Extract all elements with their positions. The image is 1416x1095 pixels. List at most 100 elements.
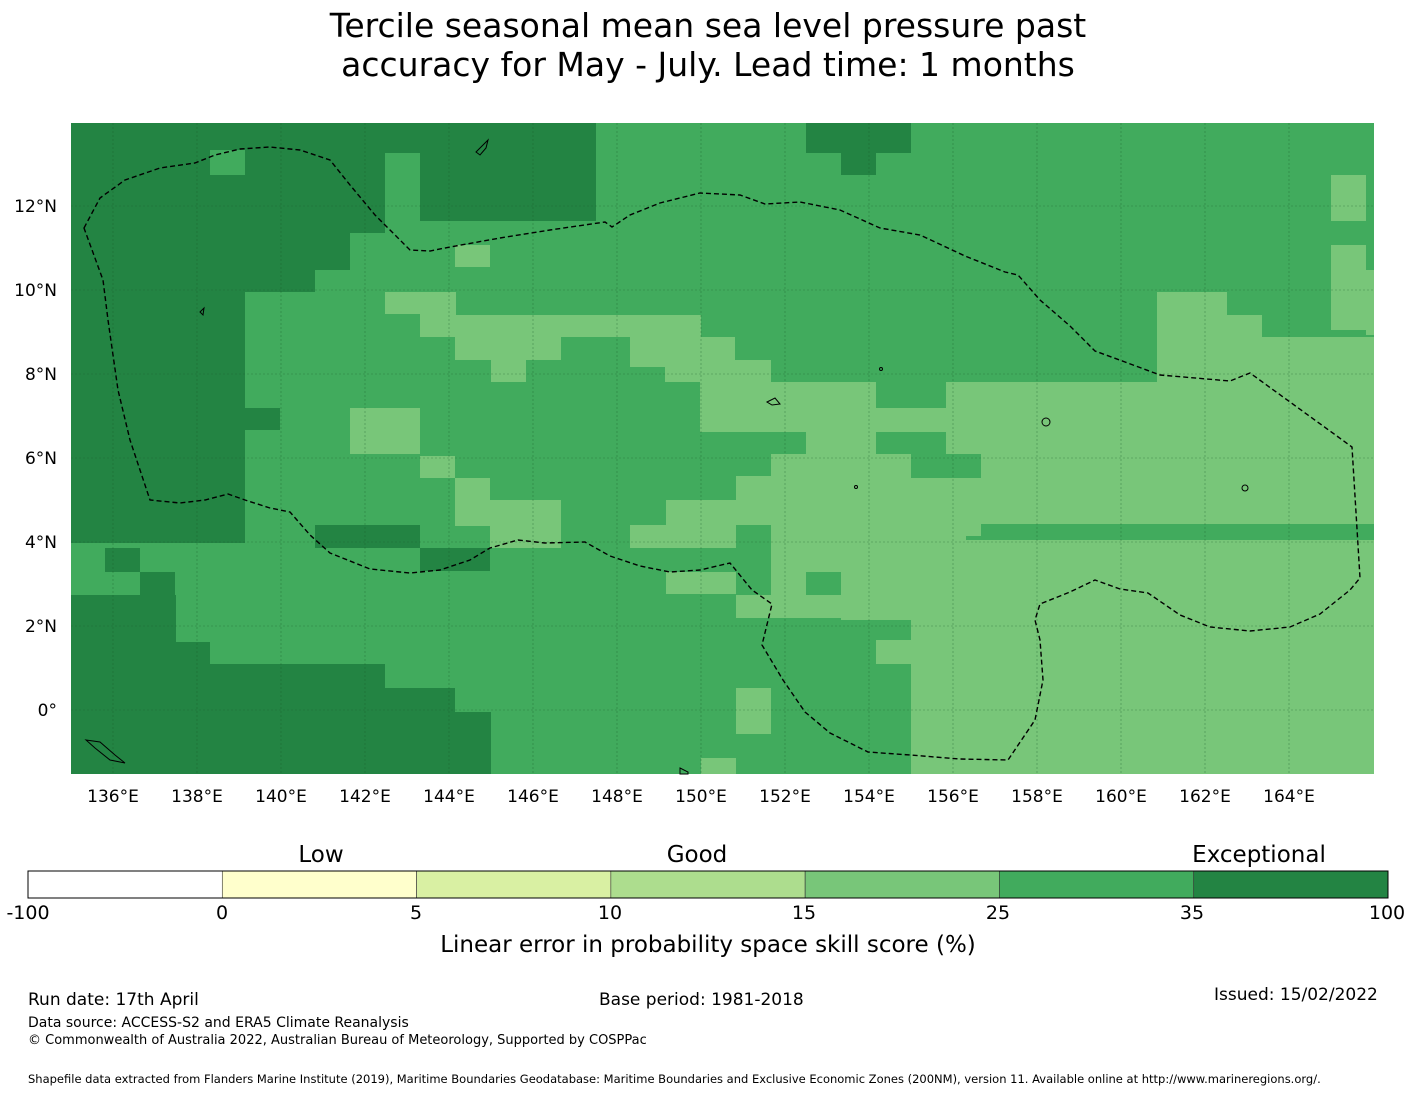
lat-tick-label: 0° [38, 701, 57, 721]
colorbar-tick: 10 [597, 902, 623, 924]
colorbar-segment [27, 870, 223, 899]
island-kosrae [1241, 484, 1249, 492]
island-atoll-1 [879, 367, 883, 371]
skill-cell [1366, 270, 1374, 335]
colorbar-segment [999, 870, 1195, 899]
skill-cell [876, 382, 946, 408]
skill-cell [771, 572, 806, 595]
colorbar-segment [1193, 870, 1389, 899]
skill-cell [876, 640, 911, 664]
skill-cell [455, 245, 490, 267]
skill-cell [245, 270, 315, 292]
skill-cell [245, 153, 385, 233]
lon-tick-label: 144°E [423, 787, 475, 807]
skill-cell [841, 540, 1374, 620]
shapefile-credit: Shapefile data extracted from Flanders M… [28, 1072, 1321, 1086]
lon-tick-label: 150°E [675, 787, 727, 807]
colorbar-tick: 0 [215, 902, 229, 924]
colorbar-segment [804, 870, 1000, 899]
lon-tick-label: 140°E [255, 787, 307, 807]
base-period: Base period: 1981-2018 [599, 990, 804, 1010]
category-low: Low [298, 842, 344, 868]
skill-cell [245, 408, 280, 430]
skill-cell [736, 432, 806, 454]
skill-cell [911, 454, 981, 478]
skill-cell [1331, 245, 1366, 330]
skill-cell [701, 758, 736, 774]
skill-cell [420, 123, 596, 221]
lon-tick-label: 142°E [339, 787, 391, 807]
skill-cell [806, 123, 911, 153]
lat-tick-label: 2°N [25, 617, 57, 637]
skill-cell [491, 360, 526, 382]
skill-cell [455, 337, 561, 360]
colorbar-label: Linear error in probability space skill … [440, 932, 976, 958]
colorbar-tick: 100 [1368, 902, 1406, 924]
skill-cell [806, 432, 876, 454]
skill-cell [700, 337, 735, 382]
skill-cell [420, 548, 490, 571]
island-guam [475, 138, 489, 156]
category-exceptional: Exceptional [1192, 842, 1326, 868]
skill-cell [105, 548, 140, 572]
colorbar-frame [27, 870, 1389, 899]
skill-cell [455, 712, 491, 774]
skill-cell [841, 150, 876, 175]
skill-cell [630, 525, 735, 548]
skill-cell [71, 123, 245, 543]
issued-date: Issued: 15/02/2022 [1214, 985, 1378, 1005]
lon-tick-label: 154°E [843, 787, 895, 807]
lon-tick-label: 138°E [171, 787, 223, 807]
colorbar-tick: 35 [1179, 902, 1205, 924]
category-good: Good [666, 842, 728, 868]
skill-cell [736, 525, 771, 548]
skill-cell [420, 292, 456, 337]
island-new-ireland [679, 767, 689, 775]
title-line-1: Tercile seasonal mean sea level pressure… [329, 6, 1087, 45]
skill-cell [315, 525, 420, 548]
lat-tick-labels: 12°N 10°N 8°N 6°N 4°N 2°N 0° [14, 197, 57, 721]
run-date: Run date: 17th April [28, 990, 199, 1010]
skill-cell [981, 454, 1374, 524]
data-source: Data source: ACCESS-S2 and ERA5 Climate … [28, 1015, 409, 1031]
skill-cell [71, 500, 106, 525]
island-atoll-2 [854, 485, 858, 489]
island-chuuk [765, 397, 781, 406]
skill-cell [210, 150, 245, 175]
lat-tick-label: 8°N [25, 365, 57, 385]
colorbar-tick: 25 [985, 902, 1011, 924]
skill-cell [736, 688, 771, 734]
lon-tick-label: 156°E [927, 787, 979, 807]
colorbar-tick: 5 [409, 902, 423, 924]
lon-tick-label: 148°E [591, 787, 643, 807]
eez-boundary-palau-west [83, 146, 1361, 761]
colorbar [27, 870, 1389, 899]
skill-cell [736, 595, 841, 618]
skill-cell [245, 233, 350, 270]
skill-cell [175, 642, 210, 774]
lon-tick-label: 160°E [1095, 787, 1147, 807]
lat-tick-label: 4°N [25, 533, 57, 553]
skill-cell [455, 315, 701, 337]
skill-cell [1262, 337, 1374, 382]
colorbar-tick: -100 [6, 902, 50, 924]
skill-cell [71, 595, 176, 774]
lon-tick-label: 136°E [87, 787, 139, 807]
skill-cell [455, 478, 490, 526]
island-palau [199, 306, 205, 317]
colorbar-segment [416, 870, 612, 899]
lat-tick-label: 10°N [14, 281, 57, 301]
skill-cell [385, 688, 455, 774]
skill-cell [490, 500, 561, 548]
skill-cell [350, 408, 420, 454]
lon-tick-label: 146°E [507, 787, 559, 807]
skill-cell [245, 123, 420, 153]
lon-tick-label: 164°E [1263, 787, 1315, 807]
skill-cells [71, 123, 1374, 774]
lat-tick-label: 12°N [14, 197, 57, 217]
colorbar-tick: 15 [791, 902, 817, 924]
skill-cell [876, 432, 946, 454]
colorbar-segment [221, 870, 417, 899]
island-pohnpei [1041, 417, 1051, 427]
